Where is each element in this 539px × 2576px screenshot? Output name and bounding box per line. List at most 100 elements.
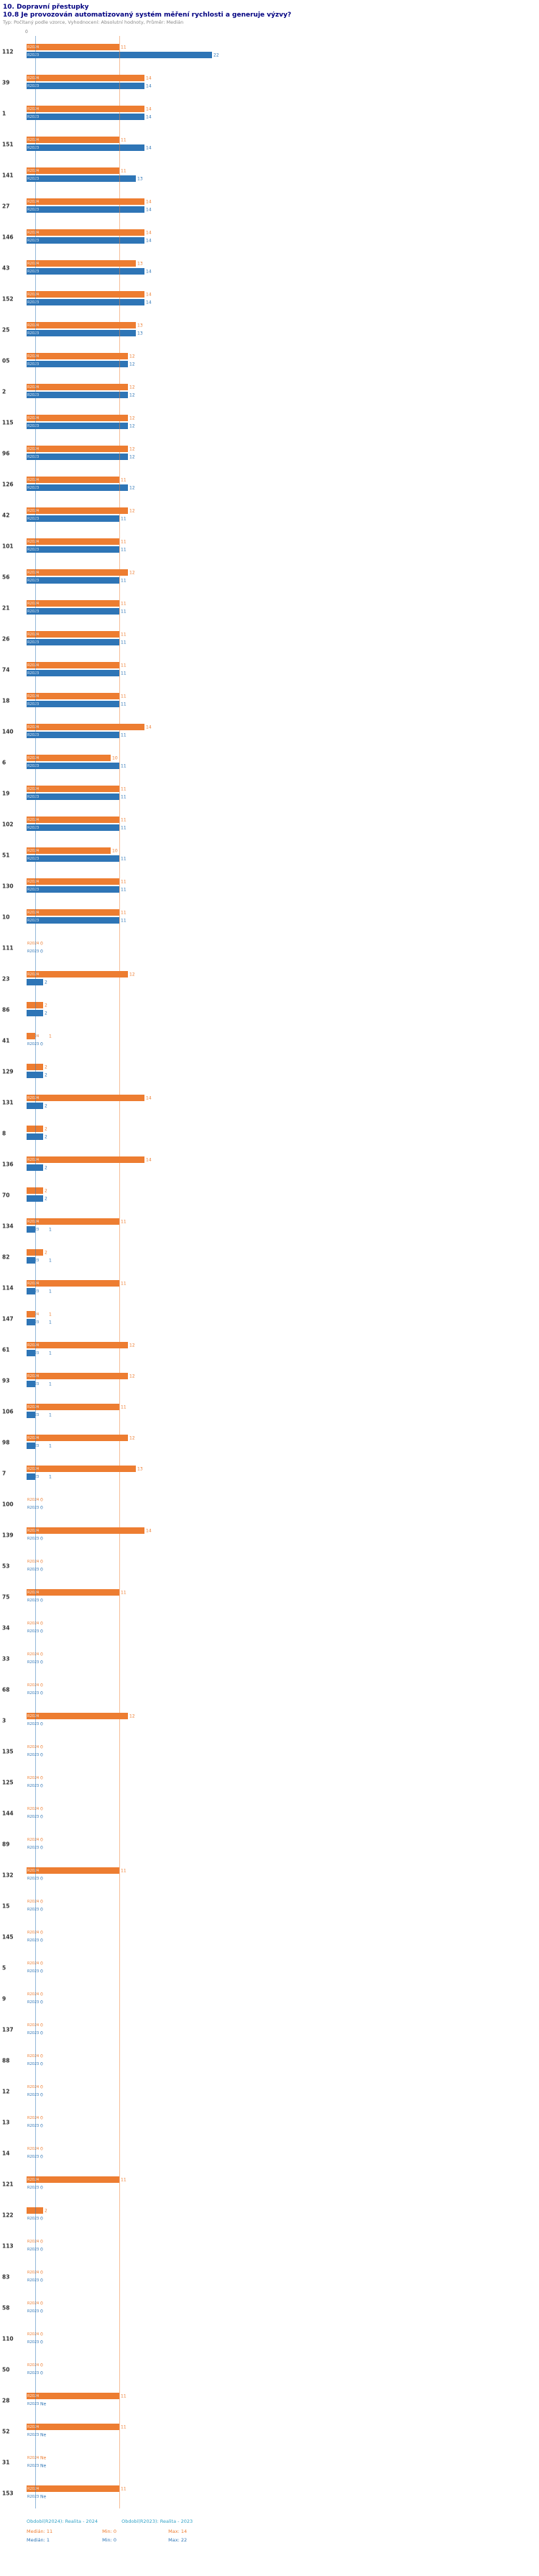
- value-label: 0: [40, 1876, 43, 1881]
- bar-r2024: [27, 1404, 119, 1410]
- chart-row: 23 R2024 12 R2023 2: [0, 963, 539, 994]
- bar-r2024: [27, 477, 119, 483]
- category-label: 31: [2, 2459, 10, 2465]
- category-label: 132: [2, 1872, 14, 1878]
- category-label: 134: [2, 1223, 14, 1229]
- category-label: 58: [2, 2304, 10, 2311]
- bar-line-r2023: R2023 0: [0, 1041, 539, 1047]
- bar-line-r2024: R2024 2: [0, 1187, 539, 1194]
- bar-line-r2023: R2023 0: [0, 1875, 539, 1882]
- series-label-r2023: R2023: [27, 702, 40, 707]
- value-label: 11: [121, 640, 126, 645]
- bar-r2023: [27, 484, 128, 491]
- series-label-r2023: R2023: [27, 578, 40, 583]
- x-axis-zero-tick: 0: [25, 29, 28, 34]
- series-label-r2024: R2024: [27, 1157, 40, 1162]
- series-label-r2024: R2024: [27, 632, 40, 637]
- bar-line-r2023: R2023 0: [0, 1752, 539, 1758]
- value-label: 0: [40, 2154, 43, 2159]
- bar-line-r2024: R2024 2: [0, 1002, 539, 1008]
- chart-row: 147 R2024 1 R2023 1: [0, 1303, 539, 1334]
- series-label-r2024: R2024: [27, 2023, 40, 2028]
- value-label: 11: [121, 918, 126, 923]
- bar-line-r2024: R2024 0: [0, 1991, 539, 1997]
- value-label: Ne: [40, 2494, 47, 2499]
- bar-line-r2024: R2024 14: [0, 291, 539, 298]
- chart-row: 101 R2024 11 R2023 11: [0, 530, 539, 561]
- series-label-r2023: R2023: [27, 238, 40, 243]
- series-label-r2023: R2023: [27, 300, 40, 305]
- value-label: 12: [129, 362, 135, 367]
- series-label-r2023: R2023: [27, 2370, 40, 2375]
- category-label: 9: [2, 1995, 6, 2002]
- bar-r2023: [27, 701, 119, 707]
- bar-line-r2024: R2024 2: [0, 2207, 539, 2214]
- category-label: 42: [2, 512, 10, 518]
- bar-line-r2024: R2024 14: [0, 229, 539, 236]
- bar-r2024: [27, 106, 144, 112]
- bar-r2024: [27, 1589, 119, 1596]
- bar-line-r2023: R2023 0: [0, 2122, 539, 2129]
- bar-line-r2024: R2024 12: [0, 1342, 539, 1348]
- bar-line-r2024: R2024 0: [0, 2084, 539, 2090]
- chart-row: 52 R2024 11 R2023 Ne: [0, 2416, 539, 2447]
- value-label: 0: [40, 2061, 43, 2066]
- bar-line-r2024: R2024 14: [0, 106, 539, 112]
- value-label: 0: [40, 1690, 43, 1696]
- chart-row: 137 R2024 0 R2023 0: [0, 2014, 539, 2045]
- category-label: 05: [2, 357, 10, 364]
- bar-r2024: [27, 1527, 144, 1534]
- stats-r2023: Medián: 1 Min: 0 Max: 22: [27, 2537, 539, 2543]
- bar-line-r2023: R2023 1: [0, 1412, 539, 1418]
- series-label-r2024: R2024: [27, 1837, 40, 1842]
- value-label: 1: [49, 1443, 52, 1448]
- value-label: Ne: [40, 2463, 47, 2468]
- bar-r2023: [27, 1010, 43, 1016]
- bar-line-r2023: R2023 Ne: [0, 2432, 539, 2438]
- bar-r2023: [27, 546, 119, 553]
- legend-r2023: Období(R2023): Realita - 2023: [121, 2518, 193, 2524]
- value-label: 0: [40, 2000, 43, 2005]
- value-label: 11: [121, 168, 126, 173]
- value-label: 12: [129, 972, 135, 977]
- bar-r2024: [27, 229, 144, 236]
- series-label-r2023: R2023: [27, 362, 40, 367]
- legend: Období(R2024): Realita - 2024 Období(R20…: [27, 2518, 539, 2524]
- bar-r2024: [27, 878, 119, 885]
- stat-max-r2023: Max: 22: [168, 2537, 188, 2543]
- value-label: 11: [121, 137, 126, 142]
- series-label-r2024: R2024: [27, 199, 40, 204]
- bar-line-r2024: R2024 14: [0, 198, 539, 205]
- series-label-r2024: R2024: [27, 354, 40, 359]
- category-label: 25: [2, 326, 10, 333]
- bar-r2024: [27, 507, 128, 514]
- bar-r2023: [27, 1412, 35, 1418]
- value-label: 11: [121, 1281, 126, 1286]
- bar-line-r2024: R2024 12: [0, 446, 539, 452]
- bar-line-r2024: R2024 11: [0, 538, 539, 545]
- value-label: 22: [213, 52, 219, 58]
- bar-r2024: [27, 2424, 119, 2430]
- value-label: 1: [49, 1258, 52, 1263]
- chart-row: 05 R2024 12 R2023 12: [0, 345, 539, 376]
- chart-row: 89 R2024 0 R2023 0: [0, 1828, 539, 1859]
- bar-line-r2024: R2024 11: [0, 477, 539, 483]
- value-label: 11: [121, 477, 126, 482]
- bar-r2023: [27, 824, 119, 831]
- bar-r2023: [27, 1103, 43, 1109]
- chart-row: 13 R2024 0 R2023 0: [0, 2107, 539, 2138]
- chart-row: 27 R2024 14 R2023 14: [0, 190, 539, 221]
- series-label-r2023: R2023: [27, 640, 40, 645]
- value-label: 0: [40, 1907, 43, 1912]
- bar-line-r2024: R2024 11: [0, 600, 539, 607]
- median-line-r2024: [119, 36, 120, 2508]
- value-label: 0: [40, 1567, 43, 1572]
- bar-r2023: [27, 1473, 35, 1480]
- bar-r2024: [27, 1867, 119, 1874]
- series-label-r2024: R2024: [27, 1095, 40, 1100]
- value-label: 11: [121, 825, 126, 830]
- value-label: 12: [129, 1714, 135, 1719]
- series-label-r2024: R2024: [27, 1466, 40, 1471]
- bar-line-r2023: R2023 13: [0, 175, 539, 182]
- bar-line-r2023: R2023 0: [0, 1504, 539, 1511]
